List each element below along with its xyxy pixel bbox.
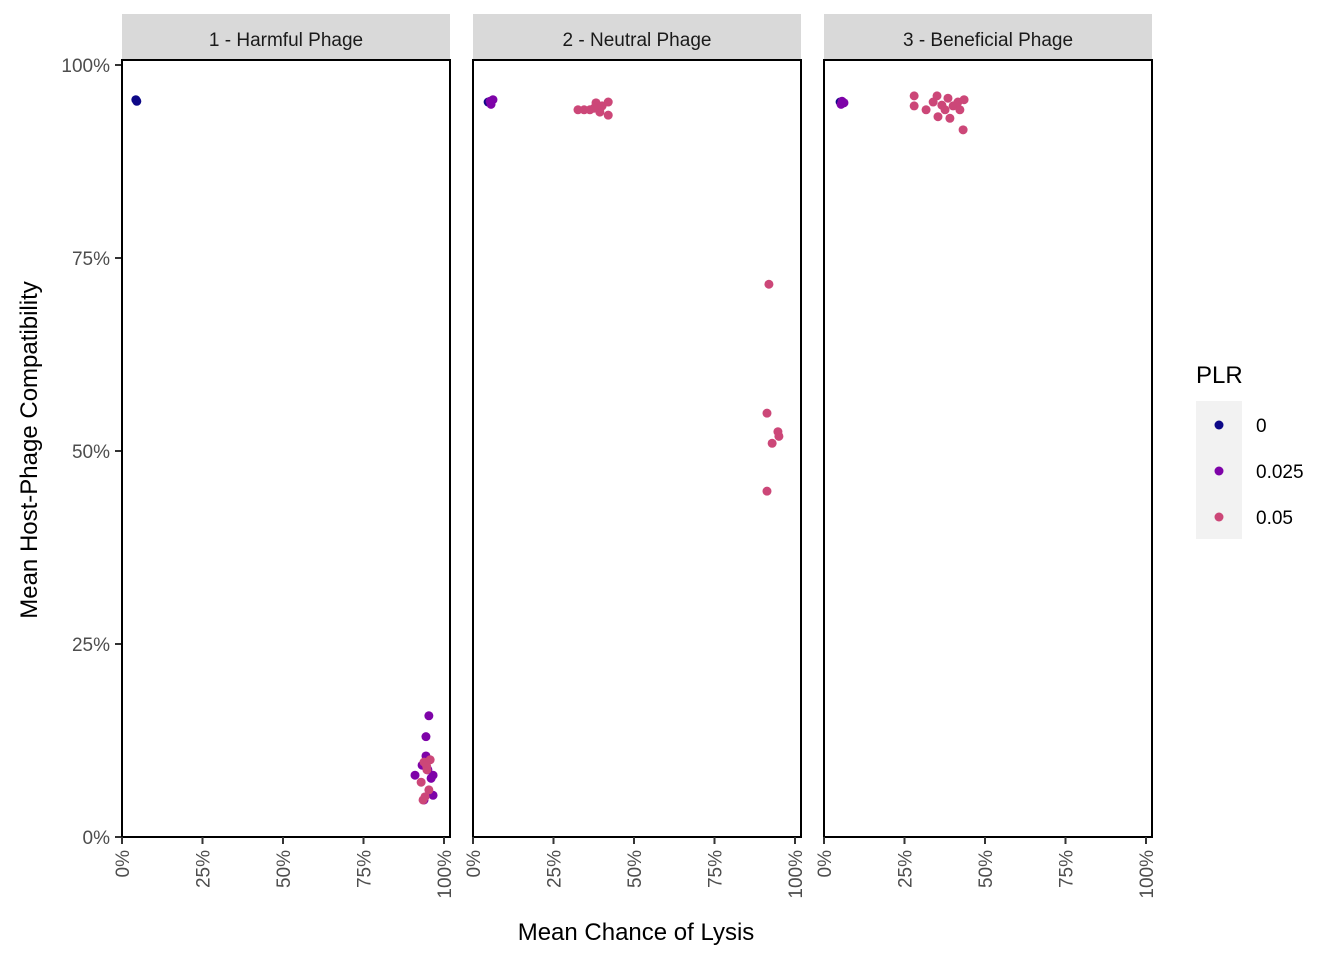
y-tick-label: 25% [72,635,110,656]
data-point [943,93,953,103]
x-tick-label: 75% [1057,850,1078,888]
strip-background [473,14,801,60]
legend-entries: 0 0.025 0.05 [1214,416,1304,529]
x-tick-label: 100% [786,850,807,899]
data-point [909,101,919,111]
data-point [940,105,950,115]
data-point [774,431,784,441]
data-point [762,486,772,496]
x-tick-label: 50% [976,850,997,888]
x-tick-label: 0% [464,850,485,878]
data-point [422,761,432,771]
legend-label: 0 [1256,416,1267,437]
data-point [958,125,968,135]
panel-2: 2 - Neutral Phage 0% 25% 50% 75% 100% [464,14,807,899]
legend-key-plr-0.025 [1214,466,1224,476]
data-point [418,795,428,805]
y-tick-label: 50% [72,442,110,463]
panel-border [472,59,802,838]
y-axis-title: Mean Host-Phage Compatibility [16,281,43,619]
x-tick-label: 50% [274,850,295,888]
x-axis-title: Mean Chance of Lysis [518,919,755,946]
strip-background [824,14,1152,60]
strip-label: 3 - Beneficial Phage [903,30,1073,51]
data-point [959,95,969,105]
data-point [836,99,846,109]
x-tick-label: 50% [625,850,646,888]
strip-background [122,14,450,60]
data-point [955,105,965,115]
series-plr-0.025 [485,95,498,109]
data-point [424,785,434,795]
panel-3: 3 - Beneficial Phage 0% 25% 50% 75% 100% [815,14,1158,899]
data-point [909,91,919,101]
data-point [921,105,931,115]
legend: PLR 0 0.025 0.05 [1196,362,1304,539]
data-point [767,438,777,448]
x-tick-label: 75% [355,850,376,888]
data-point [589,103,599,113]
data-point [933,112,943,122]
x-tick-label: 75% [706,850,727,888]
x-tick-label: 25% [194,850,215,888]
data-point [410,770,420,780]
strip-label: 1 - Harmful Phage [209,30,363,51]
data-point [928,97,938,107]
data-point [603,97,613,107]
strip-label: 2 - Neutral Phage [563,30,712,51]
y-tick-label: 100% [61,56,110,77]
y-tick-label: 75% [72,249,110,270]
x-tick-label: 100% [435,850,456,899]
legend-title: PLR [1196,362,1243,389]
x-tick-label: 0% [815,850,836,878]
y-tick-label: 0% [83,828,111,849]
legend-label: 0.05 [1256,508,1293,529]
data-point [132,96,142,106]
panel-border [121,59,451,838]
x-tick-label: 100% [1137,850,1158,899]
legend-key-plr-0.05 [1214,512,1224,522]
panels: 0% 25% 50% 75% 100% 1 - Harmful Phage 0% 25% 50%… [61,14,1158,899]
legend-key-plr-0 [1214,420,1224,430]
data-point [603,110,613,120]
panel-1: 1 - Harmful Phage 0% 25% 50% 75% 100% [113,14,456,899]
legend-label: 0.025 [1256,462,1304,483]
data-point [416,777,426,787]
data-point [424,711,434,721]
data-point [486,99,496,109]
data-point [764,279,774,289]
x-tick-label: 0% [113,850,134,878]
data-point [762,408,772,418]
data-point [945,113,955,123]
series-plr-0 [131,95,142,106]
series-plr-0.05 [909,91,969,135]
x-tick-label: 25% [896,850,917,888]
data-point [426,773,436,783]
series-plr-0.05 [416,755,435,805]
panel-border [823,59,1153,838]
x-tick-label: 25% [545,850,566,888]
series-plr-0.025 [836,96,849,109]
series-plr-0.05 [573,97,784,496]
data-point [421,732,431,742]
